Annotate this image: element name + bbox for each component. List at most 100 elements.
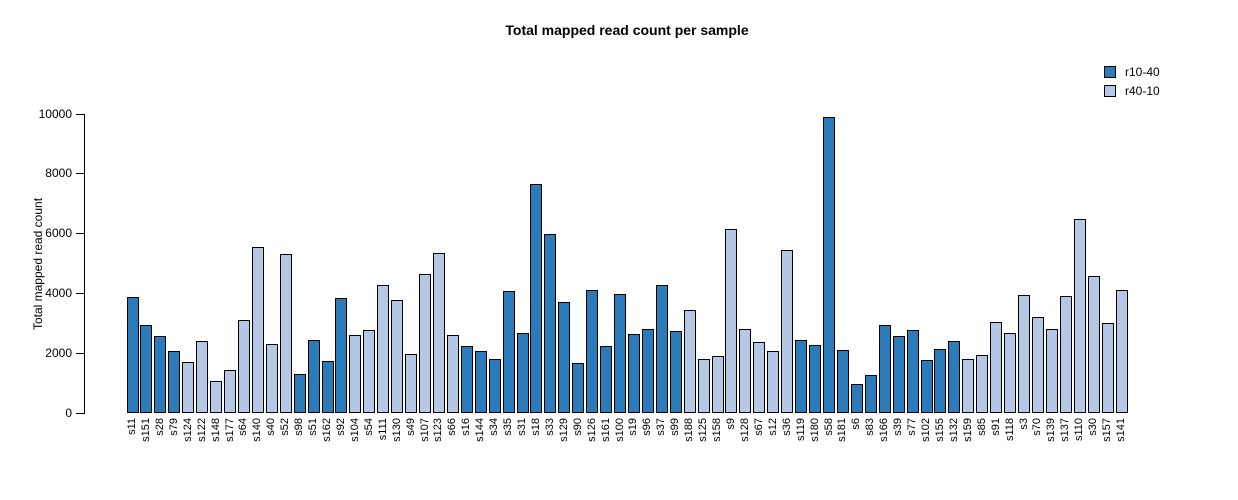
bar-s90 (572, 362, 585, 414)
x-tick-label-s49: s49 (404, 418, 417, 436)
x-tick-label-s107: s107 (418, 418, 431, 442)
bar-s110 (1073, 219, 1086, 414)
bar-s181 (836, 349, 849, 414)
bar-s36 (781, 249, 794, 414)
bar-s96 (641, 328, 654, 414)
bar-s30 (1087, 276, 1100, 414)
bar-s6 (850, 383, 863, 414)
x-tick-label-s159: s159 (961, 418, 974, 442)
bar-s125 (697, 358, 710, 414)
x-tick-label-s162: s162 (321, 418, 334, 442)
bar-s128 (739, 328, 752, 414)
x-tick-label-s158: s158 (711, 418, 724, 442)
bar-s157 (1101, 322, 1114, 414)
x-tick-label-s126: s126 (585, 418, 598, 442)
x-tick-label-s119: s119 (794, 418, 807, 442)
x-tick-label-s58: s58 (822, 418, 835, 436)
bar-s161 (600, 346, 613, 414)
x-tick-label-s6: s6 (850, 418, 863, 430)
y-tick (76, 353, 84, 355)
x-tick-label-s180: s180 (808, 418, 821, 442)
x-tick-label-s91: s91 (989, 418, 1002, 436)
bar-s85 (976, 355, 989, 414)
x-tick-label-s67: s67 (752, 418, 765, 436)
bar-s98 (293, 373, 306, 414)
x-tick-label-s92: s92 (334, 418, 347, 436)
bar-s11 (126, 296, 139, 414)
bar-s123 (432, 252, 445, 414)
bar-s177 (224, 370, 236, 414)
x-tick-label-s111: s111 (376, 418, 389, 441)
y-tick-label: 0 (65, 406, 72, 420)
bar-s16 (460, 345, 473, 414)
bar-s92 (335, 298, 348, 414)
x-tick-label-s144: s144 (474, 418, 487, 442)
bar-s37 (655, 285, 668, 414)
bar-s91 (990, 322, 1003, 414)
y-tick-label: 2000 (45, 346, 72, 361)
x-tick-label-s34: s34 (488, 418, 501, 436)
bar-s18 (530, 184, 543, 414)
x-tick-label-s102: s102 (920, 418, 932, 442)
x-tick-label-s161: s161 (599, 418, 612, 442)
x-tick-label-s166: s166 (878, 418, 891, 442)
bar-s34 (488, 358, 501, 414)
x-tick-label-s28: s28 (153, 418, 166, 436)
chart-title: Total mapped read count per sample (505, 22, 749, 38)
x-tick-label-s124: s124 (181, 418, 194, 442)
bar-s104 (349, 335, 362, 414)
x-tick-label-s181: s181 (836, 418, 849, 442)
x-tick-label-s19: s19 (627, 418, 640, 436)
bar-s140 (251, 246, 264, 414)
bar-s188 (683, 310, 696, 414)
bar-s39 (892, 336, 905, 414)
x-tick-label-s12: s12 (766, 418, 779, 436)
x-tick-label-s36: s36 (780, 418, 793, 436)
x-tick-label-s141: s141 (1115, 418, 1128, 442)
legend: r10-40 r40-10 (1104, 62, 1160, 100)
bar-s12 (767, 351, 780, 414)
x-tick-label-s9: s9 (724, 418, 737, 430)
y-tick (76, 293, 84, 295)
bar-s107 (419, 273, 432, 414)
x-tick-label-s40: s40 (265, 418, 278, 436)
x-tick-label-s18: s18 (529, 418, 542, 436)
bar-s137 (1059, 296, 1072, 414)
bar-s132 (948, 341, 961, 414)
x-tick-label-s177: s177 (223, 418, 236, 442)
bar-s9 (725, 229, 738, 414)
bar-s111 (377, 285, 390, 414)
bar-s49 (405, 353, 418, 414)
bar-s51 (307, 340, 320, 414)
x-tick-label-s118: s118 (1003, 418, 1016, 442)
x-tick-label-s140: s140 (251, 418, 264, 442)
bar-s64 (237, 320, 250, 414)
bar-s3 (1018, 295, 1031, 414)
bar-s124 (182, 361, 195, 414)
bar-s40 (265, 343, 278, 414)
bar-s159 (962, 358, 975, 414)
x-tick-label-s188: s188 (683, 418, 696, 442)
x-tick-label-s39: s39 (892, 418, 905, 436)
bar-s58 (823, 116, 835, 414)
x-tick-label-s66: s66 (446, 418, 459, 436)
x-tick-label-s51: s51 (307, 418, 320, 436)
y-axis-title: Total mapped read count (31, 197, 45, 331)
x-tick-label-s3: s3 (1017, 418, 1030, 430)
y-axis-line (84, 114, 85, 414)
bar-s79 (168, 350, 181, 414)
bar-s102 (920, 360, 933, 414)
bar-s155 (934, 348, 947, 414)
x-tick-label-s33: s33 (543, 418, 556, 436)
legend-swatch-r40-10 (1104, 84, 1116, 97)
y-tick-label: 10000 (38, 106, 72, 121)
y-tick-label: 6000 (45, 226, 72, 241)
x-tick-label-s123: s123 (432, 418, 445, 442)
bar-s166 (878, 324, 891, 414)
bar-s130 (391, 299, 404, 414)
bar-s28 (154, 336, 167, 414)
x-tick-label-s98: s98 (293, 418, 306, 436)
bar-s141 (1115, 289, 1128, 414)
bar-s83 (864, 375, 877, 414)
